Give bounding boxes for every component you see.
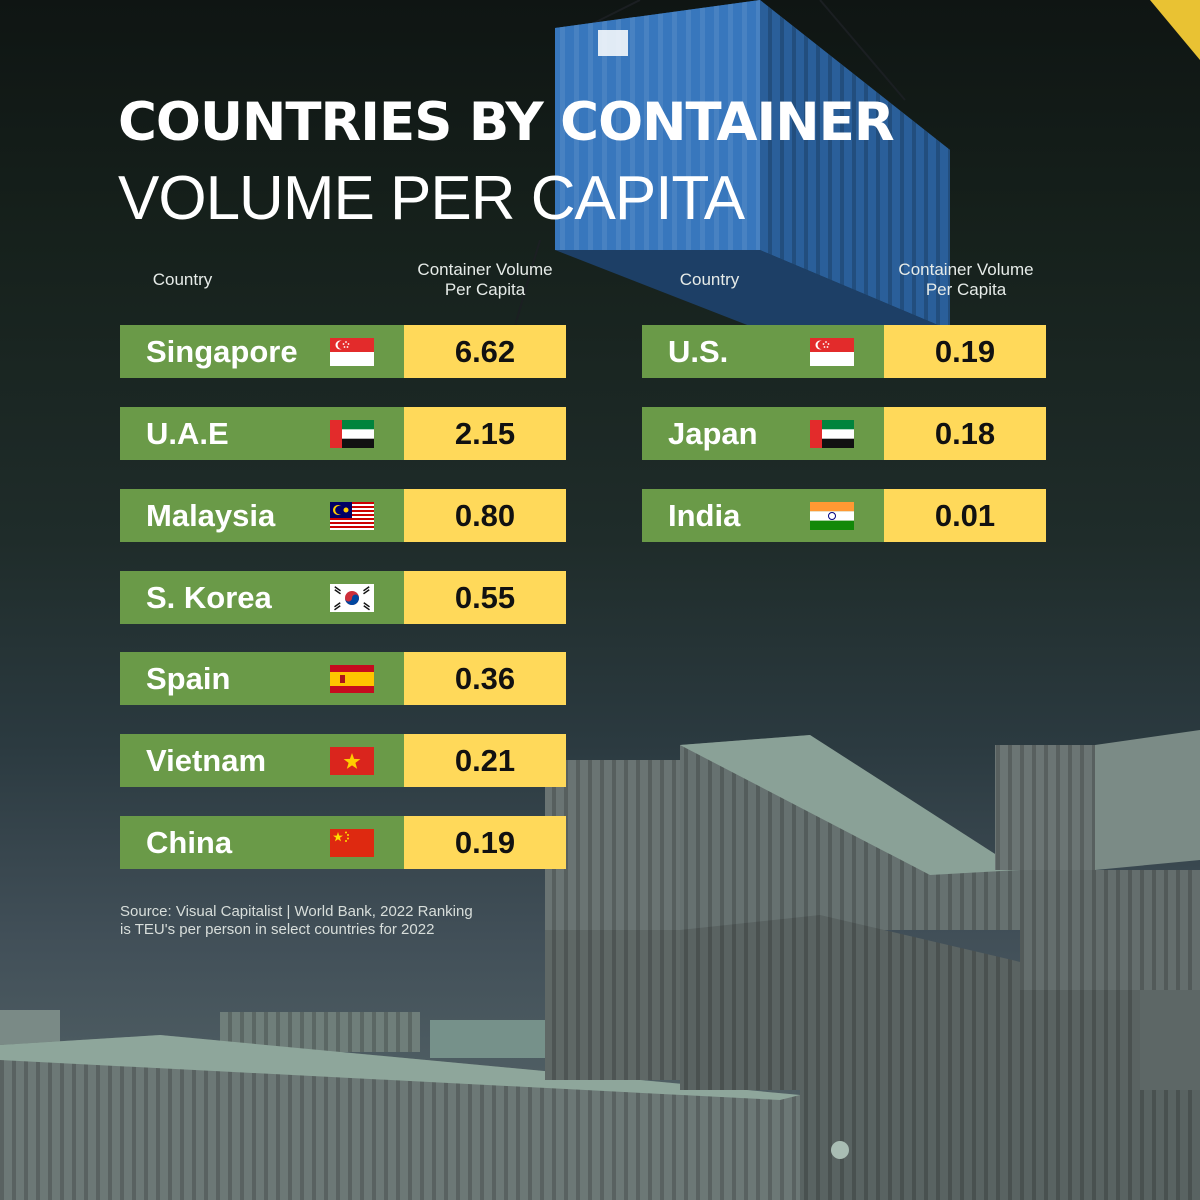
country-cell: U.S. (642, 325, 884, 378)
table-row: Vietnam 0.21 (120, 734, 566, 787)
country-name: Spain (146, 660, 231, 696)
spain-flag-icon (330, 665, 374, 693)
table-row: Singapore 6.62 (120, 325, 566, 378)
country-name: S. Korea (146, 579, 272, 615)
value-cell: 0.19 (404, 816, 566, 869)
country-cell: Singapore (120, 325, 404, 378)
value-header-line-1: Container Volume (417, 260, 553, 279)
table-row: China 0.19 (120, 816, 566, 869)
china-flag-icon (330, 829, 374, 857)
value-cell: 0.18 (884, 407, 1046, 460)
country-cell: Malaysia (120, 489, 404, 542)
source-note: Source: Visual Capitalist | World Bank, … (120, 903, 550, 939)
country-name: India (668, 497, 741, 533)
left-country-header: Country (140, 270, 225, 290)
country-cell: U.A.E (120, 407, 404, 460)
value-header-line-2: Per Capita (925, 280, 1007, 299)
source-line-2: is TEU's per person in select countries … (120, 921, 435, 938)
malaysia-flag-icon (330, 502, 374, 530)
value-cell: 0.21 (404, 734, 566, 787)
uae-flag-icon (330, 420, 374, 448)
right-value-header: Container Volume Per Capita (876, 260, 1056, 300)
value-header-line-1: Container Volume (898, 260, 1034, 279)
country-name: China (146, 824, 233, 860)
value-cell: 2.15 (404, 407, 566, 460)
source-line-1: Source: Visual Capitalist | World Bank, … (120, 903, 473, 920)
table-row: S. Korea 0.55 (120, 571, 566, 624)
table-row: U.S. 0.19 (642, 325, 1046, 378)
india-flag-icon (810, 502, 854, 530)
value-cell: 0.19 (884, 325, 1046, 378)
title-line-1: COUNTRIES BY CONTAINER (118, 92, 895, 153)
country-header-label: Country (679, 270, 740, 289)
singapore-flag-icon (330, 338, 374, 366)
title-line-2: VOLUME PER CAPITA (118, 164, 745, 233)
value-cell: 0.80 (404, 489, 566, 542)
hanging-container-illustration (555, 0, 950, 330)
country-name: U.S. (668, 333, 729, 369)
table-row: U.A.E 2.15 (120, 407, 566, 460)
stacked-containers-illustration (0, 730, 1200, 1200)
right-country-header: Country (667, 270, 752, 290)
country-name: Singapore (146, 333, 298, 369)
left-value-header: Container Volume Per Capita (395, 260, 575, 300)
uae-flag-icon (810, 420, 854, 448)
country-cell: China (120, 816, 404, 869)
country-name: U.A.E (146, 415, 229, 451)
table-row: Japan 0.18 (642, 407, 1046, 460)
table-row: Malaysia 0.80 (120, 489, 566, 542)
table-row: India 0.01 (642, 489, 1046, 542)
country-name: Malaysia (146, 497, 276, 533)
country-name: Vietnam (146, 742, 267, 778)
value-cell: 0.01 (884, 489, 1046, 542)
country-cell: S. Korea (120, 571, 404, 624)
value-header-line-2: Per Capita (444, 280, 526, 299)
value-cell: 0.55 (404, 571, 566, 624)
corner-accent (1150, 0, 1200, 60)
country-cell: Japan (642, 407, 884, 460)
country-cell: Spain (120, 652, 404, 705)
table-row: Spain 0.36 (120, 652, 566, 705)
country-cell: Vietnam (120, 734, 404, 787)
south-korea-flag-icon (330, 584, 374, 612)
country-header-label: Country (152, 270, 213, 289)
value-cell: 6.62 (404, 325, 566, 378)
country-name: Japan (668, 415, 758, 451)
value-cell: 0.36 (404, 652, 566, 705)
country-cell: India (642, 489, 884, 542)
singapore-flag-icon (810, 338, 854, 366)
vietnam-flag-icon (330, 747, 374, 775)
